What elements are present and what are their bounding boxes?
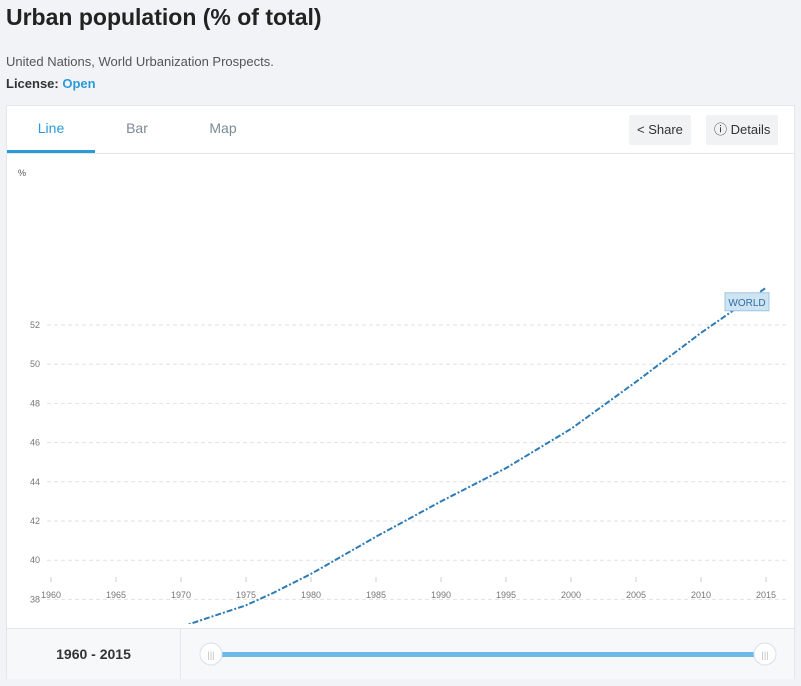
- share-icon: <: [637, 122, 645, 137]
- x-tick-label: 1990: [431, 590, 451, 600]
- range-slider[interactable]: ||| |||: [181, 629, 795, 679]
- x-tick-label: 2010: [691, 590, 711, 600]
- tab-divider: [7, 153, 794, 154]
- details-button[interactable]: ⓘ Details: [706, 115, 779, 145]
- range-label: 1960 - 2015: [7, 629, 181, 679]
- tab-map[interactable]: Map: [209, 120, 237, 136]
- tab-bar[interactable]: Bar: [126, 120, 148, 136]
- grip-icon: |||: [207, 650, 214, 660]
- license-label: License:: [6, 76, 59, 91]
- page-title: Urban population (% of total): [6, 4, 322, 30]
- x-tick-label: 1980: [301, 590, 321, 600]
- line-chart: % 34363840424446485052196019651970197519…: [18, 168, 787, 624]
- license: License: Open: [6, 76, 96, 91]
- x-tick-label: 1975: [236, 590, 256, 600]
- grip-icon: |||: [761, 650, 768, 660]
- y-tick-label: 44: [30, 477, 40, 487]
- y-tick-label: 52: [30, 320, 40, 330]
- x-tick-label: 2015: [756, 590, 776, 600]
- slider-track: [213, 652, 763, 657]
- y-tick-label: 38: [30, 594, 40, 604]
- y-tick-label: 40: [30, 555, 40, 565]
- y-tick-label: 50: [30, 359, 40, 369]
- tab-line[interactable]: Line: [7, 106, 95, 153]
- x-tick-label: 1960: [41, 590, 61, 600]
- y-tick-label: 46: [30, 438, 40, 448]
- x-tick-label: 2005: [626, 590, 646, 600]
- y-tick-label: 48: [30, 398, 40, 408]
- share-button[interactable]: < Share: [629, 115, 691, 145]
- x-tick-label: 1970: [171, 590, 191, 600]
- x-tick-label: 1985: [366, 590, 386, 600]
- series-label-box: [724, 292, 770, 312]
- x-tick-label: 2000: [561, 590, 581, 600]
- series-line-world: [186, 286, 767, 624]
- x-tick-label: 1965: [106, 590, 126, 600]
- range-footer: 1960 - 2015 ||| |||: [7, 628, 794, 679]
- series-label: WORLD: [728, 298, 765, 309]
- chart-card: Line Bar Map < Share ⓘ Details % 3436384…: [6, 105, 795, 679]
- y-axis-label: %: [18, 168, 26, 178]
- info-icon: ⓘ: [714, 122, 728, 137]
- x-tick-label: 1995: [496, 590, 516, 600]
- license-link[interactable]: Open: [62, 76, 96, 91]
- slider-handle-end[interactable]: [753, 642, 777, 666]
- slider-handle-start[interactable]: [199, 642, 223, 666]
- y-tick-label: 42: [30, 516, 40, 526]
- source-text: United Nations, World Urbanization Prosp…: [6, 54, 274, 69]
